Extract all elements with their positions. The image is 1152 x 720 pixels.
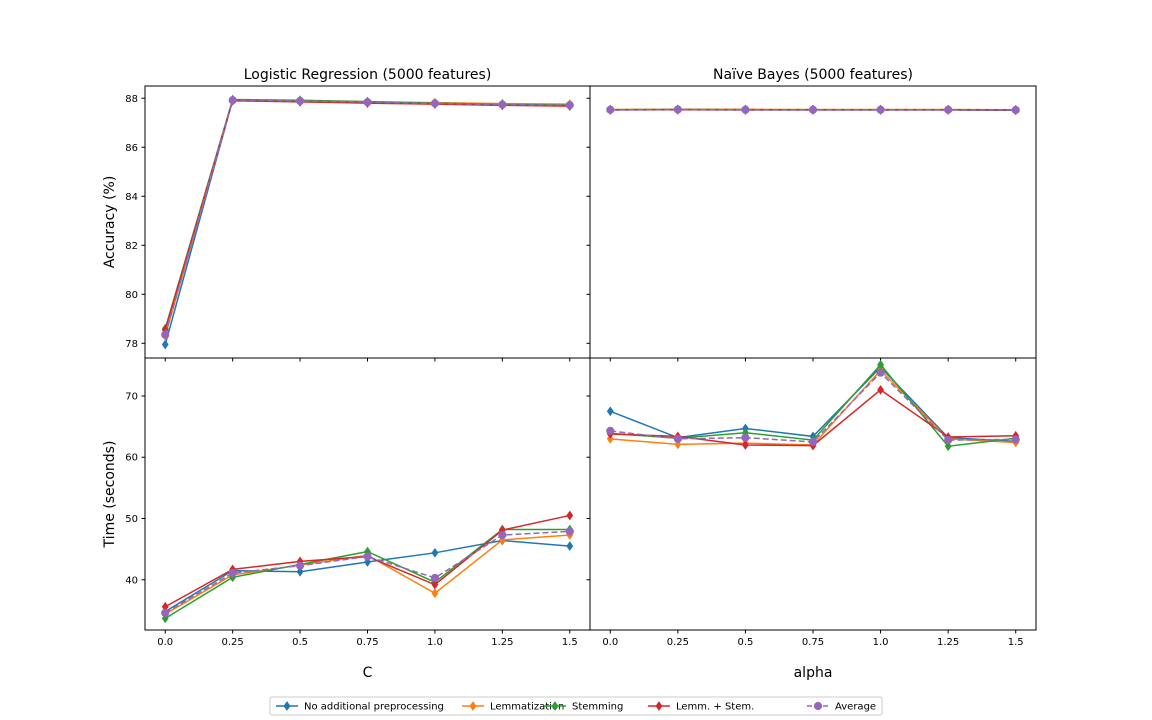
series-average xyxy=(606,105,1020,115)
x-tick-label: 0.25 xyxy=(667,637,689,648)
x-tick-label: 0.0 xyxy=(157,637,173,648)
legend-entry-average: Average xyxy=(807,702,876,713)
x-tick-label: 0.5 xyxy=(292,637,308,648)
x-tick-label: 1.0 xyxy=(427,637,443,648)
panel-nb-time: 0.0 0.25 0.5 0.75 1.0 1.25 1.5 alpha xyxy=(586,357,1037,681)
data-point xyxy=(876,368,885,377)
data-point xyxy=(741,105,750,114)
data-point xyxy=(296,566,304,577)
legend-entry-stemming: Stemming xyxy=(544,701,623,713)
data-point xyxy=(877,384,884,395)
data-point xyxy=(228,568,237,578)
y-axis-label: Time (seconds) xyxy=(102,441,118,549)
data-point xyxy=(363,98,372,107)
data-point xyxy=(430,99,440,108)
y-tick-label: 84 xyxy=(125,192,138,203)
legend-entry-lemm-stem: Lemm. + Stem. xyxy=(648,701,754,713)
x-tick-label: 0.75 xyxy=(356,637,378,648)
series-average xyxy=(161,527,574,617)
legend-marker xyxy=(813,701,823,711)
x-tick-label: 0.5 xyxy=(737,637,753,648)
legend-entry-no-additional-preprocessing: No additional preprocessing xyxy=(276,701,444,713)
x-tick-label: 1.25 xyxy=(491,637,513,648)
data-point xyxy=(606,433,614,444)
data-point xyxy=(606,406,614,417)
data-point xyxy=(363,552,372,561)
data-point xyxy=(673,105,682,114)
y-axis-label: Accuracy (%) xyxy=(102,176,118,269)
y-tick-label: 70 xyxy=(125,391,138,402)
panel-title: Naïve Bayes (5000 features) xyxy=(713,67,913,83)
data-point xyxy=(944,441,952,452)
data-point xyxy=(161,330,170,339)
legend-label: No additional preprocessing xyxy=(304,702,444,713)
data-point xyxy=(741,433,750,442)
data-point xyxy=(431,579,439,590)
legend-label: Stemming xyxy=(572,702,623,713)
y-tick-label: 88 xyxy=(125,94,138,105)
data-point xyxy=(431,588,439,599)
panel-nb-accuracy: Naïve Bayes (5000 features) xyxy=(586,67,1037,362)
data-point xyxy=(673,434,682,443)
x-tick-label: 1.5 xyxy=(562,637,578,648)
data-point xyxy=(808,105,818,114)
legend-label: Lemm. + Stem. xyxy=(676,702,754,713)
legend-marker xyxy=(469,701,477,711)
data-point xyxy=(876,105,885,114)
legend-marker xyxy=(551,701,559,711)
data-point xyxy=(295,96,305,106)
data-point xyxy=(430,573,440,583)
legend-frame xyxy=(269,696,883,716)
data-point xyxy=(228,96,237,105)
x-tick-label: 0.0 xyxy=(602,637,618,648)
panel-lr-time: 40 50 60 70 0.0 0.25 0.5 0.75 1.0 1.25 1.5 Time (se… xyxy=(102,357,591,681)
series-average xyxy=(161,96,574,339)
data-point xyxy=(742,440,749,450)
data-point xyxy=(431,547,439,558)
data-point xyxy=(566,541,574,551)
data-point xyxy=(944,435,953,445)
data-point xyxy=(565,527,574,536)
data-point xyxy=(161,608,170,617)
data-point xyxy=(295,561,305,570)
x-axis-label: alpha xyxy=(794,665,833,681)
panel-title: Logistic Regression (5000 features) xyxy=(244,67,492,83)
data-point xyxy=(944,105,953,114)
x-tick-label: 1.5 xyxy=(1008,637,1024,648)
data-point xyxy=(565,101,574,110)
legend: No additional preprocessing Lemmatization… xyxy=(269,696,883,716)
y-tick-label: 78 xyxy=(125,339,138,350)
legend-label: Average xyxy=(835,702,876,713)
series-average xyxy=(606,368,1020,447)
data-point xyxy=(606,105,615,114)
data-point xyxy=(606,426,615,436)
legend-marker xyxy=(283,701,291,711)
legend-label: Lemmatization xyxy=(490,702,564,713)
x-tick-label: 1.0 xyxy=(873,637,889,648)
data-point xyxy=(1011,435,1020,444)
panel-lr-accuracy: 78 80 82 84 86 88 Logistic Regression (5000 fe… xyxy=(102,67,591,362)
data-point xyxy=(498,100,507,109)
y-tick-label: 60 xyxy=(125,453,138,464)
data-point xyxy=(1011,105,1020,115)
data-point xyxy=(808,437,818,447)
legend-entry-lemmatization: Lemmatization xyxy=(462,701,564,713)
y-tick-label: 86 xyxy=(125,143,138,154)
x-tick-label: 0.75 xyxy=(802,637,824,648)
x-tick-label: 0.25 xyxy=(222,637,244,648)
legend-marker xyxy=(655,701,663,711)
data-point xyxy=(498,530,507,540)
x-axis-label: C xyxy=(363,665,373,681)
x-tick-label: 1.25 xyxy=(937,637,959,648)
y-tick-label: 40 xyxy=(125,575,138,586)
y-tick-label: 50 xyxy=(125,514,138,525)
y-tick-label: 82 xyxy=(125,241,138,252)
data-point xyxy=(161,339,169,350)
data-point xyxy=(566,510,574,521)
y-tick-label: 80 xyxy=(125,290,138,301)
